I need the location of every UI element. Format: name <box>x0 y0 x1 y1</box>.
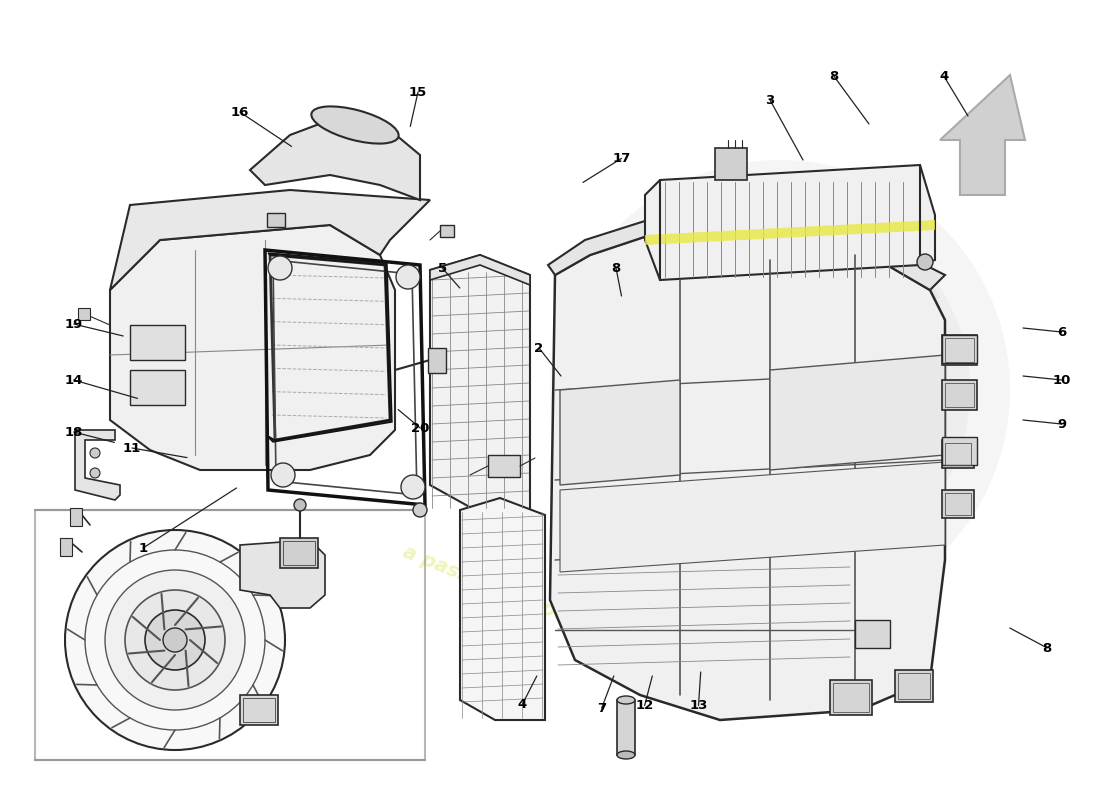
Circle shape <box>163 628 187 652</box>
Bar <box>942 440 974 468</box>
Circle shape <box>550 160 1010 620</box>
Bar <box>833 683 869 712</box>
Ellipse shape <box>311 106 398 143</box>
Polygon shape <box>240 540 324 608</box>
Circle shape <box>65 530 285 750</box>
Polygon shape <box>645 165 935 280</box>
Circle shape <box>145 610 205 670</box>
Polygon shape <box>550 235 945 720</box>
Bar <box>942 437 977 465</box>
Bar <box>780 360 855 395</box>
Circle shape <box>104 570 245 710</box>
Text: 18: 18 <box>65 426 82 438</box>
Text: 5: 5 <box>438 262 447 274</box>
Text: 2: 2 <box>535 342 543 354</box>
Bar <box>898 673 929 699</box>
Bar <box>488 455 520 477</box>
Bar <box>130 370 185 405</box>
Bar <box>715 148 747 180</box>
Circle shape <box>90 468 100 478</box>
Text: 16: 16 <box>231 106 249 118</box>
Polygon shape <box>110 190 430 290</box>
Text: 8: 8 <box>612 262 620 274</box>
Text: 14: 14 <box>65 374 82 386</box>
Bar <box>942 380 977 410</box>
Bar <box>243 698 275 722</box>
Bar <box>617 700 635 755</box>
Bar <box>440 225 454 237</box>
Polygon shape <box>266 253 392 442</box>
Polygon shape <box>645 220 935 245</box>
Bar <box>945 383 974 407</box>
Bar <box>70 508 82 526</box>
Bar <box>895 670 933 702</box>
Bar <box>35 510 425 760</box>
Bar <box>945 493 971 515</box>
Bar <box>942 335 977 365</box>
Circle shape <box>271 463 295 487</box>
Polygon shape <box>110 225 395 470</box>
Bar <box>855 620 890 648</box>
Bar <box>267 213 285 227</box>
Bar <box>130 325 185 360</box>
Polygon shape <box>548 220 945 290</box>
Text: 17: 17 <box>613 152 630 165</box>
Circle shape <box>125 590 226 690</box>
Bar <box>945 443 971 465</box>
Text: 4: 4 <box>939 70 948 82</box>
Text: 3: 3 <box>766 94 774 106</box>
Text: 13: 13 <box>690 699 707 712</box>
Text: 11: 11 <box>123 442 141 454</box>
Bar <box>240 695 278 725</box>
Circle shape <box>917 254 933 270</box>
Bar <box>945 338 974 362</box>
Text: 7: 7 <box>597 702 606 714</box>
Circle shape <box>268 256 292 280</box>
Circle shape <box>294 499 306 511</box>
Bar <box>428 348 446 373</box>
Polygon shape <box>250 120 420 200</box>
Polygon shape <box>430 255 530 285</box>
Text: 15: 15 <box>409 86 427 98</box>
Circle shape <box>590 200 970 580</box>
Text: 10: 10 <box>1053 374 1070 386</box>
Bar <box>60 538 72 556</box>
Bar <box>942 335 977 363</box>
Polygon shape <box>430 255 530 510</box>
Bar <box>283 541 315 565</box>
Circle shape <box>402 475 425 499</box>
Text: 4: 4 <box>518 698 527 710</box>
Text: 20: 20 <box>411 422 429 434</box>
Text: 8: 8 <box>829 70 838 82</box>
Text: 8: 8 <box>1043 642 1052 654</box>
Bar <box>942 490 974 518</box>
Text: 19: 19 <box>65 318 82 330</box>
Text: 6: 6 <box>1057 326 1066 338</box>
Polygon shape <box>560 462 945 572</box>
Polygon shape <box>560 380 680 485</box>
Ellipse shape <box>617 696 635 704</box>
Circle shape <box>90 448 100 458</box>
Circle shape <box>412 503 427 517</box>
Bar <box>280 538 318 568</box>
Wedge shape <box>595 205 954 575</box>
Ellipse shape <box>617 751 635 759</box>
Text: 12: 12 <box>636 699 653 712</box>
Polygon shape <box>75 430 120 500</box>
Text: a passion for parts.com: a passion for parts.com <box>400 542 648 658</box>
Circle shape <box>396 265 420 289</box>
Polygon shape <box>770 355 945 470</box>
Bar <box>78 308 90 320</box>
Polygon shape <box>460 498 544 720</box>
Text: 1: 1 <box>139 542 147 554</box>
Polygon shape <box>940 75 1025 195</box>
Text: 9: 9 <box>1057 418 1066 430</box>
Bar <box>830 680 872 715</box>
